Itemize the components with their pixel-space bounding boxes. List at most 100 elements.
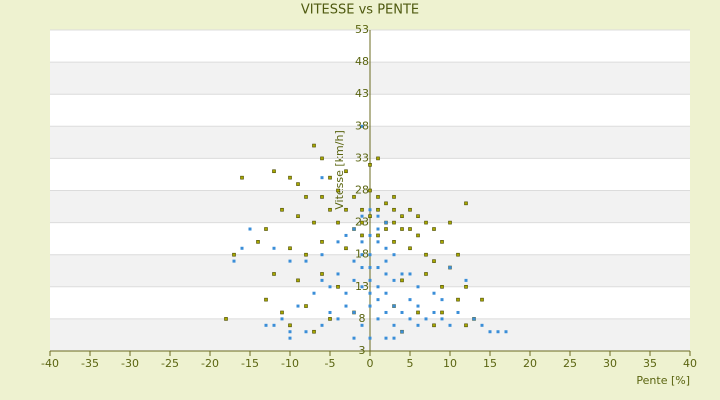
- data-point: [400, 330, 404, 334]
- data-point: [336, 220, 340, 225]
- data-point: [328, 317, 332, 321]
- data-point: [464, 323, 468, 328]
- data-point: [344, 169, 348, 174]
- data-point: [336, 317, 340, 321]
- data-point: [400, 278, 404, 283]
- data-point: [376, 240, 380, 244]
- data-point: [360, 266, 364, 270]
- data-point: [472, 317, 476, 321]
- data-point: [384, 246, 388, 250]
- data-point: [392, 220, 396, 225]
- data-point: [352, 336, 356, 340]
- data-point: [456, 297, 460, 302]
- data-point: [416, 304, 420, 308]
- data-point: [288, 330, 292, 334]
- data-point: [304, 252, 308, 257]
- data-point: [392, 253, 396, 257]
- data-point: [344, 291, 348, 295]
- data-point: [432, 291, 436, 295]
- data-point: [344, 207, 348, 212]
- data-point: [432, 310, 436, 314]
- data-point: [416, 323, 420, 327]
- data-point: [408, 207, 412, 212]
- data-point: [368, 266, 372, 270]
- data-point: [440, 284, 444, 289]
- data-point: [488, 330, 492, 334]
- data-point: [424, 317, 428, 321]
- data-point: [424, 220, 428, 225]
- data-point: [400, 310, 404, 314]
- x-tick-label: 15: [483, 357, 497, 370]
- data-point: [240, 246, 244, 250]
- data-point: [336, 240, 340, 244]
- data-point: [360, 323, 364, 327]
- data-point: [408, 246, 412, 251]
- data-point: [320, 323, 324, 327]
- y-tick-label: 8: [359, 312, 366, 325]
- data-point: [392, 195, 396, 199]
- data-point: [384, 272, 388, 276]
- data-point: [352, 195, 356, 199]
- data-point: [336, 272, 340, 276]
- data-point: [296, 278, 300, 283]
- data-point: [384, 310, 388, 314]
- x-tick-label: 10: [443, 357, 457, 370]
- data-point: [456, 252, 460, 257]
- data-point: [480, 323, 484, 327]
- data-point: [376, 285, 380, 289]
- data-point: [368, 214, 372, 218]
- data-point: [368, 278, 372, 282]
- data-point: [408, 298, 412, 302]
- data-point: [400, 272, 404, 276]
- data-point: [320, 272, 324, 276]
- x-axis-label: Pente [%]: [636, 374, 690, 387]
- data-point: [416, 214, 420, 218]
- data-point: [392, 336, 396, 340]
- data-point: [336, 188, 340, 193]
- y-tick-label: 38: [355, 119, 369, 132]
- data-point: [384, 227, 388, 231]
- y-tick-label: 53: [355, 23, 369, 36]
- data-point: [320, 253, 324, 257]
- data-point: [440, 298, 444, 302]
- data-point: [376, 207, 380, 212]
- data-point: [336, 284, 340, 289]
- data-point: [384, 291, 388, 295]
- x-tick-label: -40: [41, 357, 59, 370]
- data-point: [440, 317, 444, 321]
- chart-title: VITESSE vs PENTE: [301, 3, 419, 18]
- x-tick-label: 5: [407, 357, 414, 370]
- data-point: [320, 156, 324, 161]
- x-tick-label: -35: [81, 357, 99, 370]
- x-tick-label: -15: [241, 357, 259, 370]
- data-point: [432, 227, 436, 231]
- data-point: [376, 233, 380, 238]
- data-point: [296, 304, 300, 308]
- data-point: [280, 207, 284, 212]
- data-point: [288, 175, 292, 180]
- data-point: [256, 240, 260, 244]
- data-point: [344, 304, 348, 308]
- data-point: [304, 259, 308, 263]
- data-point: [328, 310, 332, 314]
- data-point: [360, 285, 364, 289]
- data-point: [432, 323, 436, 328]
- x-tick-label: 25: [563, 357, 577, 370]
- data-point: [424, 252, 428, 257]
- data-point: [296, 214, 300, 218]
- data-point: [264, 323, 268, 327]
- data-point: [288, 259, 292, 263]
- data-point: [320, 176, 324, 180]
- data-point: [280, 310, 284, 315]
- data-point: [464, 278, 468, 282]
- data-point: [456, 310, 460, 314]
- data-point: [432, 259, 436, 263]
- x-tick-label: 20: [523, 357, 537, 370]
- data-point: [360, 214, 364, 218]
- data-point: [312, 329, 316, 334]
- x-tick-label: -25: [161, 357, 179, 370]
- data-point: [480, 297, 484, 302]
- data-point: [232, 252, 236, 257]
- data-point: [352, 310, 356, 314]
- data-point: [352, 227, 356, 231]
